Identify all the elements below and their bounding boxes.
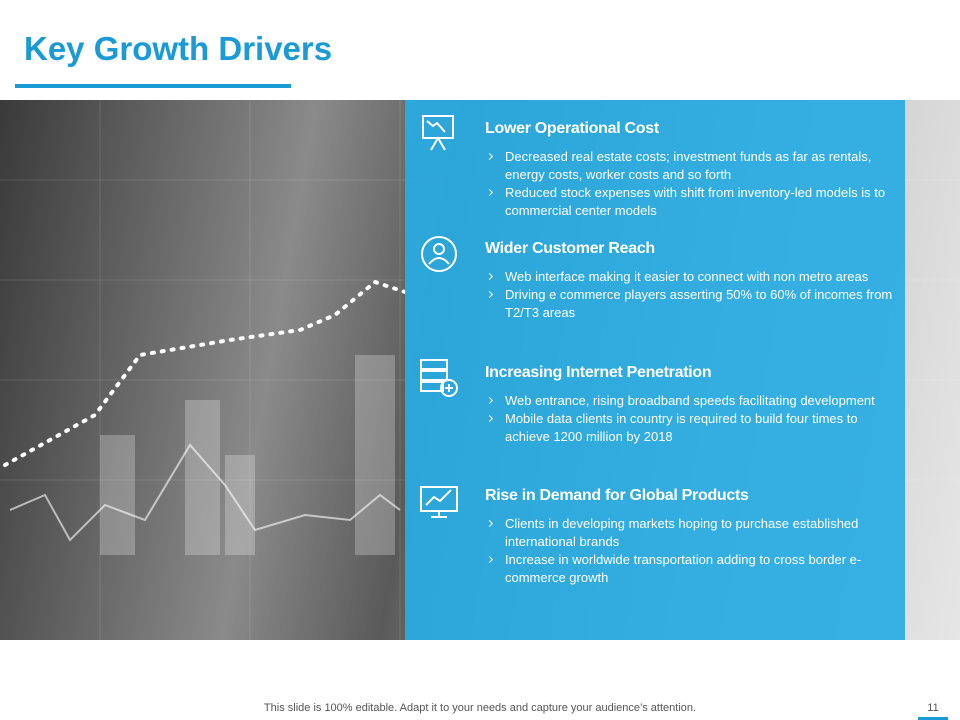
title-underline [15, 84, 291, 88]
bullet-text: Driving e commerce players asserting 50%… [505, 287, 893, 320]
driver-bullet: Increase in worldwide transportation add… [485, 551, 895, 587]
bullet-marker [485, 290, 494, 299]
bullet-text: Increase in worldwide transportation add… [505, 552, 862, 585]
driver-bullet: Mobile data clients in country is requir… [485, 410, 895, 446]
bullet-text: Decreased real estate costs; investment … [505, 149, 872, 182]
bullet-text: Clients in developing markets hoping to … [505, 516, 859, 549]
driver-bullet: Clients in developing markets hoping to … [485, 515, 895, 551]
page-number: 11 [927, 702, 939, 714]
bullet-text: Mobile data clients in country is requir… [505, 411, 858, 444]
page-number-underline [918, 717, 948, 720]
driver-heading: Wider Customer Reach [485, 240, 655, 257]
bullet-marker [485, 414, 494, 423]
driver-heading: Increasing Internet Penetration [485, 364, 712, 381]
driver-icon [422, 115, 454, 151]
bullet-marker [485, 555, 494, 564]
driver-icon [420, 486, 458, 518]
photo-decoration [0, 100, 960, 640]
slide-title: Key Growth Drivers [24, 30, 333, 67]
bullet-marker [485, 272, 494, 281]
footer-note: This slide is 100% editable. Adapt it to… [263, 702, 697, 714]
driver-heading: Lower Operational Cost [485, 120, 659, 137]
bullet-marker [485, 188, 494, 197]
bullet-marker [485, 152, 494, 161]
driver-bullet: Reduced stock expenses with shift from i… [485, 184, 895, 220]
driver-icon [421, 236, 457, 272]
info-panel: Lower Operational Cost Decreased real est… [405, 100, 905, 640]
driver-bullet: Web entrance, rising broadband speeds fa… [485, 392, 895, 410]
driver-bullet: Web interface making it easier to connec… [485, 268, 895, 286]
bullet-marker [485, 396, 494, 405]
bullet-marker [485, 519, 494, 528]
driver-bullet: Decreased real estate costs; investment … [485, 148, 895, 184]
bullet-text: Reduced stock expenses with shift from i… [505, 185, 886, 218]
bullet-text: Web entrance, rising broadband speeds fa… [505, 393, 875, 408]
driver-icon [420, 359, 458, 397]
driver-bullet: Driving e commerce players asserting 50%… [485, 286, 895, 322]
driver-heading: Rise in Demand for Global Products [485, 487, 749, 504]
bullet-text: Web interface making it easier to connec… [505, 269, 869, 284]
